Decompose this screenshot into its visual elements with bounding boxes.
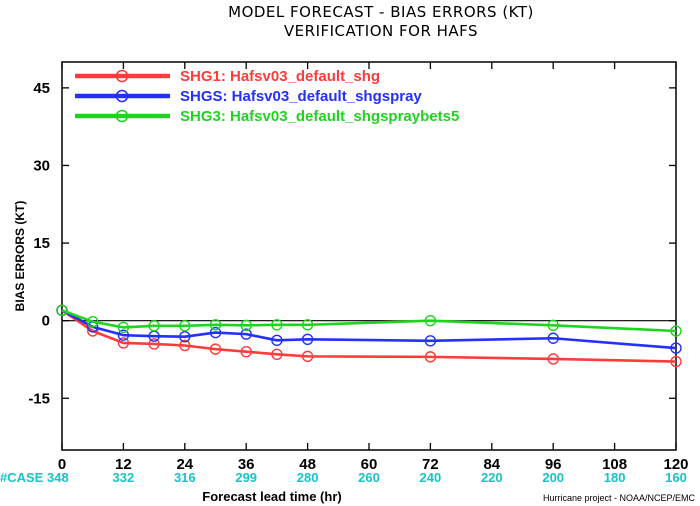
x-tick-label: 84 — [483, 456, 500, 473]
data-point — [271, 334, 283, 347]
y-tick-label: 15 — [33, 235, 50, 252]
credit-text: Hurricane project - NOAA/NCEP/EMC — [543, 493, 696, 503]
legend-entry-1: SHG1: Hafsv03_default_shg — [75, 68, 380, 85]
data-point — [209, 343, 222, 355]
case-count: 348 — [47, 470, 69, 485]
data-point — [179, 320, 191, 332]
data-point — [301, 333, 314, 345]
x-axis: 0 12 24 36 48 60 72 84 96 108 120 — [58, 62, 689, 473]
y-tick-label: 30 — [33, 157, 50, 174]
legend-swatch-marker — [115, 69, 129, 83]
chart-title: MODEL FORECAST - BIAS ERRORS (KT) — [228, 3, 534, 21]
case-count: 332 — [113, 470, 135, 485]
case-count-row: #CASE 348 332 316 299 280 260 240 220 200 180 160 — [0, 470, 687, 485]
case-count: 299 — [235, 470, 257, 485]
case-count: 200 — [542, 470, 564, 485]
case-count: 280 — [297, 470, 319, 485]
x-tick-label: 48 — [299, 456, 316, 473]
data-point — [117, 321, 130, 334]
data-point — [117, 337, 130, 349]
data-point — [148, 338, 160, 350]
case-count: 220 — [481, 470, 503, 485]
y-axis-label: BIAS ERRORS (KT) — [13, 201, 27, 312]
case-label: #CASE — [0, 470, 44, 485]
data-point — [240, 319, 252, 332]
case-count: 260 — [358, 470, 380, 485]
x-tick-label: 60 — [361, 456, 378, 473]
data-point — [424, 351, 437, 363]
legend-swatch-marker — [115, 89, 129, 103]
data-point — [56, 304, 68, 317]
y-axis: -15 0 15 30 45 — [28, 80, 676, 407]
data-point — [271, 319, 283, 331]
x-tick-label: 108 — [602, 456, 627, 473]
x-axis-label: Forecast lead time (hr) — [202, 489, 341, 504]
y-tick-label: 0 — [42, 313, 50, 330]
data-point — [148, 320, 160, 332]
data-point — [240, 346, 252, 358]
y-tick-label: -15 — [28, 390, 50, 407]
data-point — [179, 339, 191, 352]
legend-entry-3: SHG3: Hafsv03_default_shgspraybets5 — [75, 108, 459, 125]
legend-label: SHG3: Hafsv03_default_shgspraybets5 — [180, 108, 459, 125]
series-line — [61, 309, 677, 350]
series-3 — [56, 304, 682, 337]
x-tick-label: 96 — [545, 456, 562, 473]
data-point — [301, 350, 314, 363]
data-point — [209, 326, 222, 339]
data-point — [117, 329, 130, 341]
y-tick-label: 45 — [33, 80, 50, 97]
data-point — [301, 319, 314, 331]
x-tick-label: 120 — [663, 456, 688, 473]
data-point — [547, 319, 559, 332]
data-point — [179, 331, 191, 343]
x-tick-label: 0 — [58, 456, 66, 473]
data-point — [271, 348, 283, 360]
legend-entry-2: SHGS: Hafsv03_default_shgspray — [75, 88, 422, 105]
data-point — [547, 332, 559, 344]
x-tick-label: 72 — [422, 456, 439, 473]
data-point — [240, 328, 252, 340]
data-point — [86, 316, 99, 328]
data-point — [547, 353, 559, 365]
case-count: 160 — [665, 470, 687, 485]
data-point — [424, 314, 437, 327]
legend-label: SHGS: Hafsv03_default_shgspray — [180, 88, 422, 105]
series-layer — [56, 304, 682, 368]
legend: SHG1: Hafsv03_default_shg SHGS: Hafsv03_d… — [75, 68, 459, 125]
data-point — [670, 342, 682, 354]
legend-swatch-marker — [115, 109, 129, 123]
case-count: 180 — [604, 470, 626, 485]
x-tick-label: 12 — [115, 456, 132, 473]
data-point — [424, 335, 437, 347]
series-1 — [56, 304, 682, 368]
data-point — [209, 319, 222, 331]
chart-subtitle: VERIFICATION FOR HAFS — [284, 22, 478, 40]
x-tick-label: 24 — [176, 456, 193, 473]
case-count: 240 — [420, 470, 442, 485]
case-count: 316 — [174, 470, 196, 485]
data-point — [670, 325, 682, 337]
x-tick-label: 36 — [238, 456, 255, 473]
data-point — [670, 355, 682, 368]
legend-label: SHG1: Hafsv03_default_shg — [180, 68, 380, 85]
